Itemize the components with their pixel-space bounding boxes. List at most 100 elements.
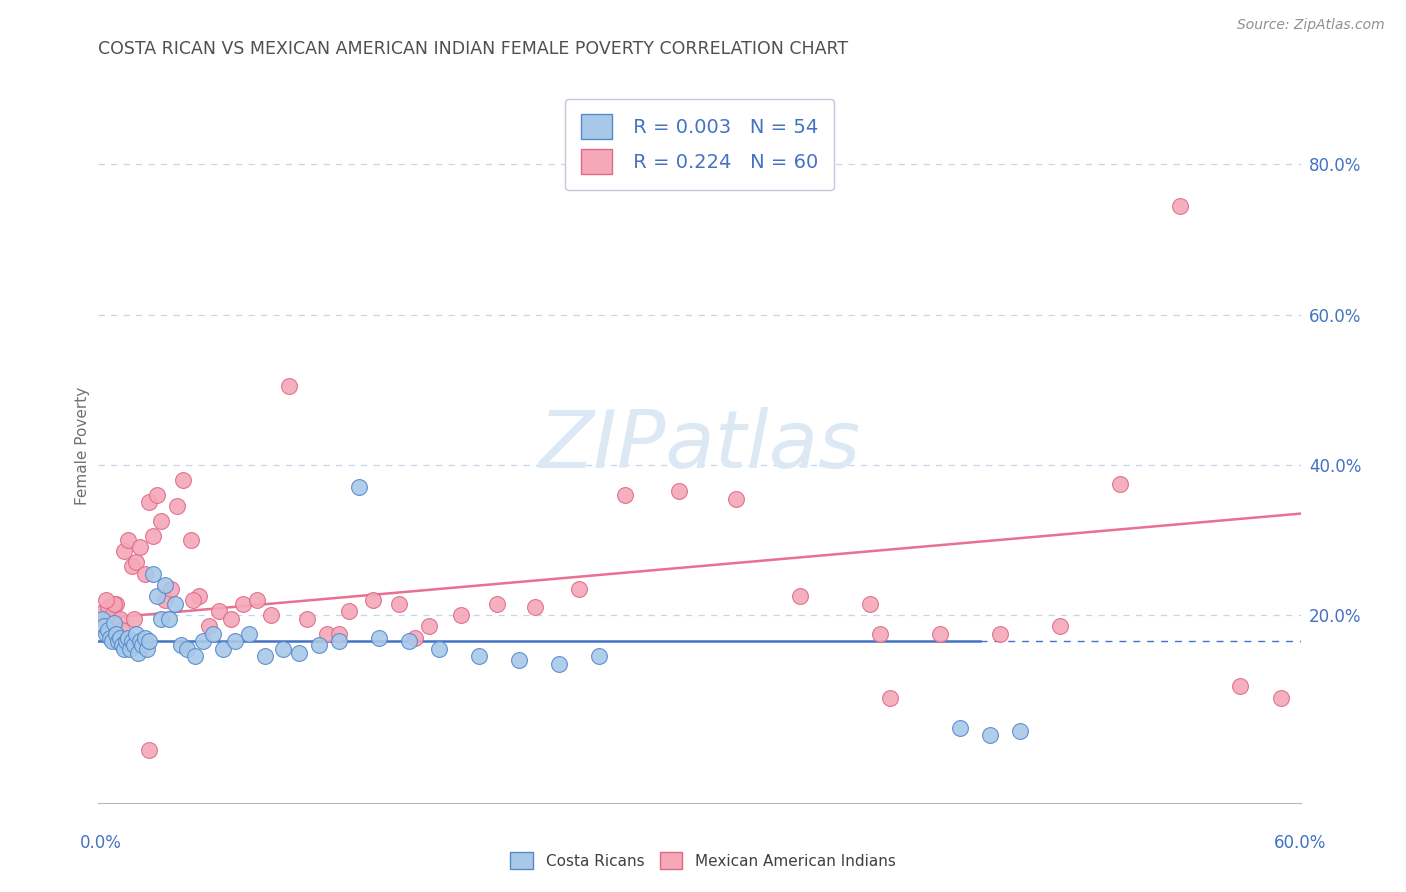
Point <box>138 495 160 509</box>
Point <box>988 627 1011 641</box>
Point <box>789 589 811 603</box>
Point <box>1010 724 1032 739</box>
Point <box>328 634 350 648</box>
Point <box>486 597 509 611</box>
Text: COSTA RICAN VS MEXICAN AMERICAN INDIAN FEMALE POVERTY CORRELATION CHART: COSTA RICAN VS MEXICAN AMERICAN INDIAN F… <box>98 40 849 58</box>
Point <box>153 578 176 592</box>
Point <box>93 604 115 618</box>
Point <box>271 641 294 656</box>
Point <box>197 619 219 633</box>
Point <box>614 488 637 502</box>
Point <box>238 627 260 641</box>
Point <box>288 646 311 660</box>
Point <box>169 638 191 652</box>
Point <box>97 600 120 615</box>
Point <box>111 623 134 637</box>
Point <box>404 631 426 645</box>
Point <box>869 627 891 641</box>
Point <box>105 627 128 641</box>
Point <box>93 619 115 633</box>
Point <box>114 544 136 558</box>
Point <box>128 646 150 660</box>
Point <box>120 641 142 656</box>
Point <box>180 533 202 547</box>
Point <box>110 631 132 645</box>
Point <box>859 597 882 611</box>
Point <box>100 631 122 645</box>
Point <box>328 627 350 641</box>
Point <box>138 634 160 648</box>
Point <box>308 638 330 652</box>
Point <box>181 593 204 607</box>
Point <box>97 623 120 637</box>
Point <box>110 612 132 626</box>
Point <box>1170 199 1192 213</box>
Point <box>159 582 181 596</box>
Point <box>138 743 160 757</box>
Point <box>163 597 186 611</box>
Point <box>879 690 901 705</box>
Point <box>111 638 134 652</box>
Point <box>1109 476 1132 491</box>
Point <box>361 593 384 607</box>
Point <box>91 612 114 626</box>
Point <box>246 593 269 607</box>
Point <box>295 612 318 626</box>
Text: ZIPatlas: ZIPatlas <box>538 407 860 485</box>
Point <box>568 582 591 596</box>
Point <box>398 634 420 648</box>
Point <box>129 634 152 648</box>
Point <box>141 566 163 581</box>
Point <box>103 615 125 630</box>
Point <box>211 641 233 656</box>
Text: 60.0%: 60.0% <box>1274 834 1327 852</box>
Y-axis label: Female Poverty: Female Poverty <box>75 387 90 505</box>
Point <box>418 619 440 633</box>
Point <box>224 634 246 648</box>
Point <box>172 473 194 487</box>
Point <box>1270 690 1292 705</box>
Point <box>219 612 242 626</box>
Point <box>427 641 450 656</box>
Point <box>588 649 610 664</box>
Point <box>96 593 118 607</box>
Point <box>149 612 172 626</box>
Point <box>201 627 224 641</box>
Point <box>315 627 337 641</box>
Point <box>1049 619 1071 633</box>
Point <box>668 484 690 499</box>
Point <box>117 533 139 547</box>
Point <box>145 589 167 603</box>
Point <box>929 627 952 641</box>
Point <box>157 612 180 626</box>
Point <box>183 649 205 664</box>
Point <box>131 638 153 652</box>
Point <box>187 589 209 603</box>
Legend:  R = 0.003   N = 54,  R = 0.224   N = 60: R = 0.003 N = 54, R = 0.224 N = 60 <box>565 99 834 190</box>
Point <box>166 499 188 513</box>
Point <box>135 641 157 656</box>
Point <box>260 607 283 622</box>
Point <box>145 488 167 502</box>
Point <box>121 634 143 648</box>
Point <box>468 649 491 664</box>
Point <box>524 600 547 615</box>
Point <box>117 631 139 645</box>
Point <box>277 379 299 393</box>
Point <box>103 597 125 611</box>
Point <box>121 559 143 574</box>
Point <box>124 638 146 652</box>
Point <box>949 721 972 735</box>
Point <box>115 634 138 648</box>
Point <box>125 556 148 570</box>
Point <box>368 631 391 645</box>
Point <box>101 634 124 648</box>
Point <box>96 627 118 641</box>
Point <box>176 641 198 656</box>
Point <box>979 728 1001 742</box>
Point <box>450 607 472 622</box>
Point <box>508 653 530 667</box>
Point <box>548 657 571 671</box>
Point <box>347 480 370 494</box>
Point <box>191 634 214 648</box>
